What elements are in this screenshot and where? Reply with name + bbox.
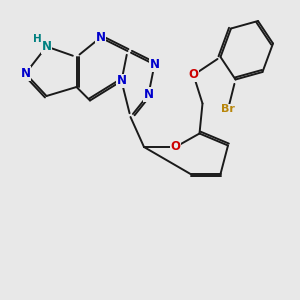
Text: N: N: [116, 74, 127, 88]
Text: H: H: [33, 34, 42, 44]
Text: O: O: [188, 68, 199, 82]
Text: N: N: [41, 40, 52, 53]
Text: N: N: [149, 58, 160, 71]
Text: N: N: [143, 88, 154, 101]
Text: O: O: [170, 140, 181, 154]
Text: N: N: [95, 31, 106, 44]
Text: Br: Br: [221, 104, 235, 115]
Text: N: N: [20, 67, 31, 80]
